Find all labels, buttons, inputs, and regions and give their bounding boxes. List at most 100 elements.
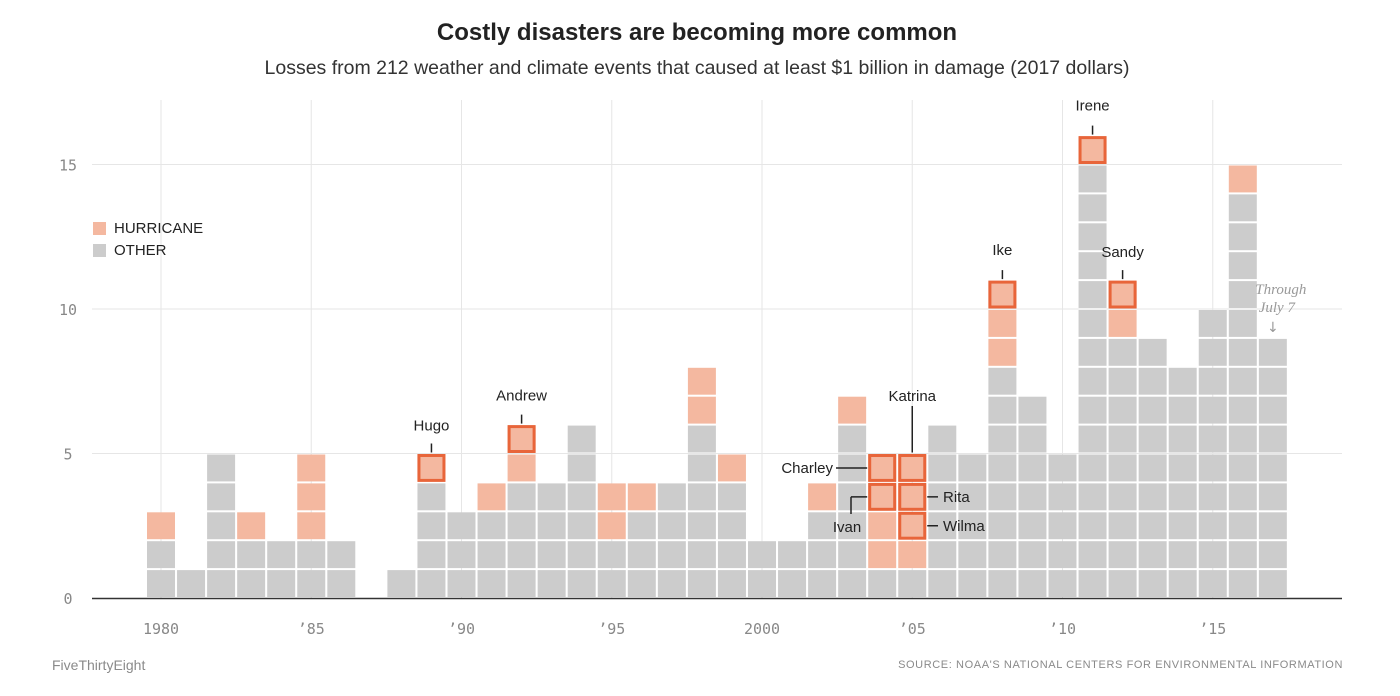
brand-footer: FiveThirtyEight xyxy=(52,657,146,673)
bar-cell-other xyxy=(687,570,716,597)
bar-cell-other xyxy=(687,483,716,511)
x-tick-label: ’85 xyxy=(298,620,325,638)
bar-cell-other xyxy=(477,541,506,569)
storm-highlights xyxy=(417,136,1137,540)
bar-cell-other xyxy=(537,570,566,597)
source-footer: SOURCE: NOAA'S NATIONAL CENTERS FOR ENVI… xyxy=(898,659,1343,671)
bar-cell-other xyxy=(717,570,746,597)
storm-highlight-box xyxy=(868,482,897,511)
bar-cell-other xyxy=(447,570,476,597)
bar-cell-hurricane xyxy=(297,454,326,482)
bar-cell-other xyxy=(657,570,686,597)
storm-label: Ike xyxy=(992,242,1012,259)
chart-title: Costly disasters are becoming more commo… xyxy=(436,19,958,46)
bar-cell-other xyxy=(1198,310,1227,337)
bar-cell-hurricane xyxy=(717,454,746,482)
bar-cell-other xyxy=(1228,338,1257,366)
y-tick-label: 5 xyxy=(63,446,72,464)
bar-cell-other xyxy=(1108,367,1137,395)
bar-cell-hurricane xyxy=(1078,136,1107,164)
bar-cell-other xyxy=(958,570,987,597)
storm-label: Andrew xyxy=(496,388,547,405)
bar-cell-hurricane xyxy=(627,483,656,511)
bar-cell-hurricane xyxy=(988,310,1017,337)
bar-cell-hurricane xyxy=(868,541,897,569)
bar-cell-other xyxy=(627,570,656,597)
bar-cell-other xyxy=(537,541,566,569)
bar-cell-hurricane xyxy=(988,338,1017,366)
bar-cell-other xyxy=(1228,281,1257,308)
bar-cell-other xyxy=(1108,454,1137,482)
x-tick-label: 2000 xyxy=(744,620,780,638)
bar-cell-other xyxy=(1078,367,1107,395)
bar-cell-other xyxy=(207,570,236,597)
storm-label: Irene xyxy=(1075,98,1109,115)
bar-cell-other xyxy=(1048,483,1077,511)
bar-cell-other xyxy=(988,512,1017,540)
bar-cell-other xyxy=(1078,338,1107,366)
bar-cell-hurricane xyxy=(1228,165,1257,193)
bar-cell-other xyxy=(717,512,746,540)
storm-label: Hugo xyxy=(414,418,450,435)
storm-highlight-box xyxy=(507,425,536,454)
bar-cell-other xyxy=(657,541,686,569)
bar-cell-other xyxy=(147,541,175,569)
bar-cell-other xyxy=(1138,512,1167,540)
bar-cell-other xyxy=(1258,338,1287,366)
y-tick-label: 10 xyxy=(59,301,77,319)
bar-cell-hurricane xyxy=(1108,281,1137,308)
bar-cell-other xyxy=(1198,512,1227,540)
bar-cell-hurricane xyxy=(898,541,927,569)
storm-label: Rita xyxy=(943,489,970,506)
bar-cell-other xyxy=(537,512,566,540)
bar-cell-other xyxy=(778,570,807,597)
bar-cell-hurricane xyxy=(838,396,867,424)
bar-cell-other xyxy=(838,512,867,540)
storm-highlight-box xyxy=(898,454,927,482)
bar-cell-other xyxy=(1228,541,1257,569)
bar-cell-other xyxy=(928,541,957,569)
bar-cell-hurricane xyxy=(898,483,927,511)
x-tick-label: ’15 xyxy=(1199,620,1226,638)
bar-cell-other xyxy=(748,541,776,569)
bar-cell-other xyxy=(1138,541,1167,569)
bar-cell-other xyxy=(1168,367,1197,395)
bar-cell-other xyxy=(1108,396,1137,424)
bar-cell-other xyxy=(958,483,987,511)
bar-cell-other xyxy=(988,541,1017,569)
bar-cell-other xyxy=(567,454,596,482)
bar-cell-hurricane xyxy=(988,281,1017,308)
bar-cell-other xyxy=(327,541,356,569)
bar-cells xyxy=(147,136,1287,597)
bar-cell-hurricane xyxy=(808,483,837,511)
bar-cell-other xyxy=(477,512,506,540)
bar-cell-other xyxy=(1078,483,1107,511)
axes: 0 5 10 15 1980 ’85 ’90 ’95 2000 ’05 ’10 ’15 xyxy=(59,157,1342,638)
bar-cell-other xyxy=(597,570,626,597)
bar-cell-other xyxy=(687,425,716,453)
bar-cell-other xyxy=(327,570,356,597)
bar-cell-other xyxy=(207,483,236,511)
bar-cell-other xyxy=(1198,483,1227,511)
bar-cell-hurricane xyxy=(868,483,897,511)
bar-cell-other xyxy=(928,425,957,453)
bar-cell-other xyxy=(1138,396,1167,424)
storm-highlight-box xyxy=(988,280,1017,309)
bar-cell-other xyxy=(507,512,536,540)
bar-cell-other xyxy=(567,570,596,597)
bar-cell-other xyxy=(567,425,596,453)
bar-cell-hurricane xyxy=(898,512,927,540)
bar-cell-other xyxy=(808,512,837,540)
bar-cell-other xyxy=(1198,396,1227,424)
bar-cell-other xyxy=(1078,512,1107,540)
bar-cell-other xyxy=(1198,425,1227,453)
bar-cell-other xyxy=(567,483,596,511)
legend-item-hurricane: HURRICANE xyxy=(93,217,203,239)
bar-cell-other xyxy=(507,541,536,569)
storm-highlight-box xyxy=(1078,136,1107,165)
bar-cell-other xyxy=(1078,281,1107,308)
bar-cell-other xyxy=(447,512,476,540)
bar-cell-hurricane xyxy=(507,454,536,482)
bar-cell-other xyxy=(1228,194,1257,222)
